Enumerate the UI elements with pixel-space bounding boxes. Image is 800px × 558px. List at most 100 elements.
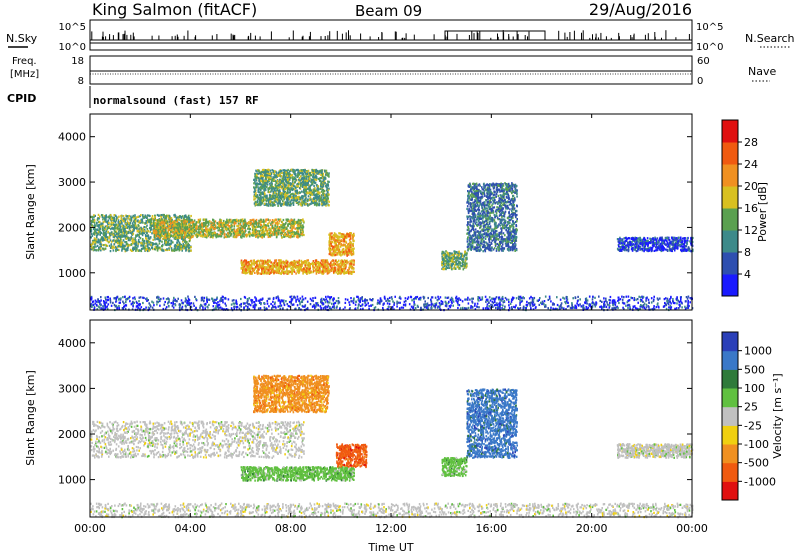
scatter-cell xyxy=(295,193,297,195)
scatter-cell xyxy=(171,229,173,231)
scatter-cell xyxy=(130,216,132,218)
scatter-cell xyxy=(96,239,98,241)
scatter-cell xyxy=(144,242,146,244)
scatter-cell xyxy=(304,189,306,191)
scatter-cell xyxy=(310,189,312,191)
scatter-cell xyxy=(216,222,218,224)
scatter-cell xyxy=(255,197,257,199)
scatter-cell xyxy=(152,239,154,241)
scatter-cell xyxy=(231,225,233,227)
scatter-cell xyxy=(248,231,250,233)
scatter-cell xyxy=(131,220,133,222)
nsky-strip: N.Sky 10^5 10^0 10^5 10^0 N.Search xyxy=(6,20,795,53)
scatter-cell xyxy=(93,232,95,234)
scatter-cell xyxy=(280,197,282,199)
scatter-cell xyxy=(288,235,290,237)
scatter-cell xyxy=(262,196,264,198)
scatter-cell xyxy=(96,222,98,224)
scatter-cell xyxy=(148,247,150,249)
scatter-cell xyxy=(285,170,287,172)
scatter-cell xyxy=(314,176,316,178)
scatter-cell xyxy=(266,232,268,234)
scatter-cell xyxy=(262,180,264,182)
scatter-cell xyxy=(295,175,297,177)
scatter-cell xyxy=(162,249,164,251)
scatter-cell xyxy=(124,241,126,243)
scatter-cell xyxy=(105,215,107,217)
scatter-cell xyxy=(253,230,255,232)
scatter-cell xyxy=(274,232,276,234)
scatter-cell xyxy=(135,244,137,246)
scatter-cell xyxy=(247,222,249,224)
scatter-cell xyxy=(189,232,191,234)
scatter-cell xyxy=(175,246,177,248)
scatter-cell xyxy=(105,248,107,250)
scatter-cell xyxy=(270,223,272,225)
scatter-cell xyxy=(189,240,191,242)
scatter-cell xyxy=(300,179,302,181)
scatter-cell xyxy=(177,224,179,226)
scatter-cell xyxy=(185,247,187,249)
scatter-cell xyxy=(163,225,165,227)
scatter-cell xyxy=(286,227,288,229)
scatter-cell xyxy=(113,243,115,245)
scatter-cell xyxy=(170,240,172,242)
scatter-cell xyxy=(264,199,266,201)
scatter-cell xyxy=(254,203,256,205)
scatter-cell xyxy=(249,235,251,237)
scatter-cell xyxy=(175,236,177,238)
scatter-cell xyxy=(312,202,314,204)
scatter-cell xyxy=(146,220,148,222)
scatter-cell xyxy=(148,243,150,245)
scatter-cell xyxy=(109,215,111,217)
scatter-cell xyxy=(148,215,150,217)
scatter-cell xyxy=(291,174,293,176)
scatter-cell xyxy=(270,194,272,196)
scatter-cell xyxy=(108,219,110,221)
nsearch-tick-top: 10^5 xyxy=(696,22,723,33)
scatter-cell xyxy=(253,182,255,184)
scatter-cell xyxy=(285,188,287,190)
scatter-cell xyxy=(182,226,184,228)
scatter-cell xyxy=(284,234,286,236)
scatter-cell xyxy=(295,190,297,192)
scatter-cell xyxy=(208,232,210,234)
scatter-cell xyxy=(184,215,186,217)
scatter-cell xyxy=(259,233,261,235)
scatter-cell xyxy=(150,236,152,238)
scatter-cell xyxy=(96,232,98,234)
scatter-cell xyxy=(210,231,212,233)
scatter-cell xyxy=(294,219,296,221)
scatter-cell xyxy=(221,229,223,231)
scatter-cell xyxy=(326,172,328,174)
scatter-cell xyxy=(256,222,258,224)
scatter-cell xyxy=(171,235,173,237)
scatter-cell xyxy=(267,261,269,263)
scatter-cell xyxy=(227,222,229,224)
scatter-cell xyxy=(252,219,254,221)
scatter-cell xyxy=(104,235,106,237)
scatter-cell xyxy=(339,263,341,265)
scatter-cell xyxy=(114,224,116,226)
scatter-cell xyxy=(188,250,190,252)
scatter-cell xyxy=(265,224,267,226)
scatter-cell xyxy=(234,231,236,233)
scatter-cell xyxy=(230,220,232,222)
scatter-cell xyxy=(272,231,274,233)
scatter-cell xyxy=(165,219,167,221)
scatter-cell xyxy=(245,230,247,232)
scatter-cell xyxy=(130,244,132,246)
scatter-cell xyxy=(291,169,293,171)
scatter-cell xyxy=(166,235,168,237)
scatter-cell xyxy=(225,222,227,224)
scatter-cell xyxy=(232,219,234,221)
scatter-cell xyxy=(105,239,107,241)
scatter-cell xyxy=(145,249,147,251)
scatter-cell xyxy=(147,250,149,252)
scatter-cell xyxy=(316,169,318,171)
scatter-cell xyxy=(98,226,100,228)
scatter-cell xyxy=(176,249,178,251)
scatter-cell xyxy=(234,222,236,224)
scatter-cell xyxy=(175,221,177,223)
scatter-cell xyxy=(120,244,122,246)
